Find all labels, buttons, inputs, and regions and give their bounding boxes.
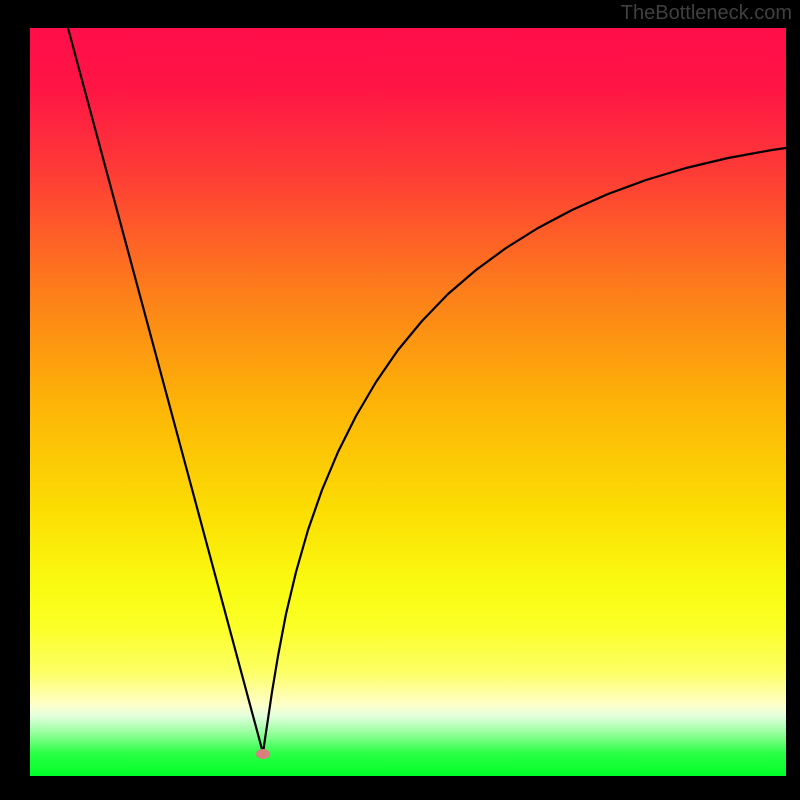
gradient-background [30, 28, 786, 776]
optimum-marker [256, 749, 270, 759]
chart-frame: TheBottleneck.com [0, 0, 800, 800]
bottleneck-curve-chart [30, 28, 786, 776]
plot-area [30, 28, 786, 776]
watermark-text: TheBottleneck.com [0, 0, 800, 25]
